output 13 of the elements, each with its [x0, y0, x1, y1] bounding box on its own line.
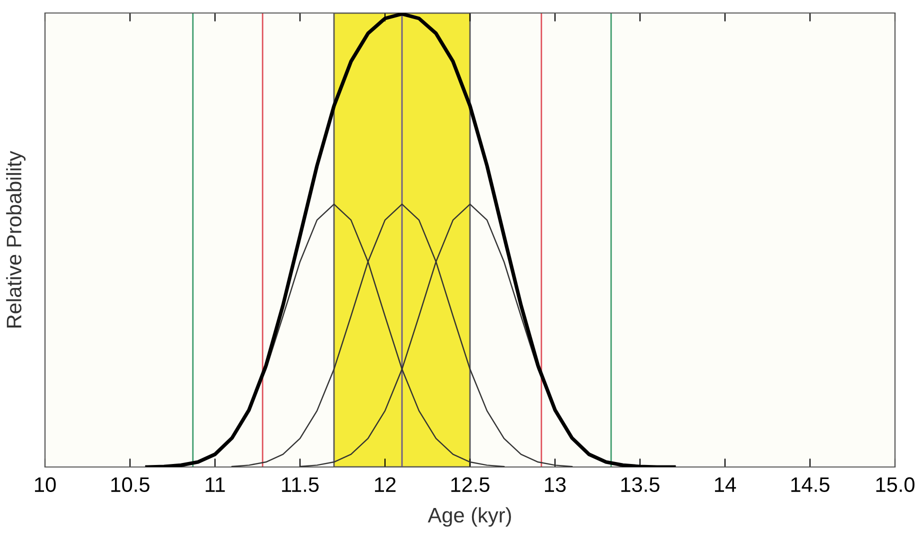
x-tick-label: 10.5: [111, 477, 150, 492]
y-axis-title: Relative Probability: [6, 150, 26, 328]
x-axis-title: Age (kyr): [428, 507, 511, 527]
x-tick-label: 11.5: [282, 477, 319, 492]
x-tick-label: 11: [206, 477, 225, 492]
x-tick-label: 12.5: [451, 477, 490, 492]
x-tick-label: 10: [35, 477, 56, 492]
x-tick-label: 14: [715, 477, 736, 492]
x-tick-label: 14.5: [791, 477, 830, 492]
x-tick-label: 13.5: [621, 477, 660, 492]
x-tick-label: 15.0: [876, 477, 914, 492]
x-tick-label: 13: [545, 477, 566, 492]
x-tick-label: 12: [375, 477, 396, 492]
